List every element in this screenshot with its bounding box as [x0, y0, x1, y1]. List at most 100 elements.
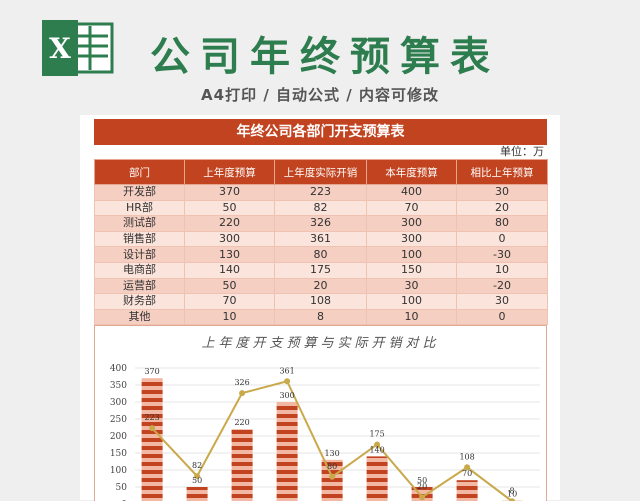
line-value-label: 82	[192, 461, 202, 470]
table-cell[interactable]: 223	[275, 185, 367, 201]
bar-value-label: 50	[192, 476, 202, 485]
bar-value-label: 370	[144, 367, 159, 376]
table-cell[interactable]: 10	[185, 309, 275, 325]
column-header[interactable]: 部门	[95, 160, 185, 185]
table-cell[interactable]: 设计部	[95, 247, 185, 263]
line-point	[419, 494, 425, 500]
table-cell[interactable]: 370	[185, 185, 275, 201]
table-cell[interactable]: 50	[185, 278, 275, 294]
line-value-label: 175	[369, 430, 384, 439]
table-cell[interactable]: 10	[367, 309, 457, 325]
y-tick-label: 150	[110, 449, 127, 459]
y-tick-label: 100	[110, 466, 127, 476]
bar-value-label: 140	[369, 445, 384, 454]
table-cell[interactable]: 财务部	[95, 294, 185, 310]
page-subtitle: A4打印 / 自动公式 / 内容可修改	[0, 84, 640, 105]
table-cell[interactable]: 150	[367, 262, 457, 278]
line-value-label: 361	[279, 366, 294, 375]
line-point	[329, 474, 335, 480]
table-cell[interactable]: 400	[367, 185, 457, 201]
unit-label: 单位：万	[94, 145, 547, 159]
line-value-label: 80	[327, 462, 337, 471]
table-cell[interactable]: 20	[457, 200, 548, 216]
bar-mark	[232, 429, 253, 501]
column-header[interactable]: 本年度预算	[367, 160, 457, 185]
table-cell[interactable]: 70	[367, 200, 457, 216]
table-cell[interactable]: 361	[275, 231, 367, 247]
y-tick-label: 250	[110, 415, 127, 425]
table-cell[interactable]: 300	[367, 216, 457, 232]
table-cell[interactable]: 108	[275, 294, 367, 310]
table-cell[interactable]: 运营部	[95, 278, 185, 294]
y-tick-label: 350	[110, 381, 127, 391]
table-cell[interactable]: 326	[275, 216, 367, 232]
table-header-row: 部门 上年度预算 上年度实际开销 本年度预算 相比上年预算	[95, 160, 548, 185]
table-cell[interactable]: 100	[367, 294, 457, 310]
table-cell[interactable]: 20	[275, 278, 367, 294]
table-cell[interactable]: 100	[367, 247, 457, 263]
table-cell[interactable]: 30	[457, 185, 548, 201]
column-header[interactable]: 相比上年预算	[457, 160, 548, 185]
table-cell[interactable]: 8	[275, 309, 367, 325]
bar-value-label: 70	[462, 469, 472, 478]
table-cell[interactable]: 其他	[95, 309, 185, 325]
bar-mark	[277, 402, 298, 501]
excel-icon: X	[38, 20, 116, 76]
table-cell[interactable]: 220	[185, 216, 275, 232]
table-cell[interactable]: -30	[457, 247, 548, 263]
table-cell[interactable]: HR部	[95, 200, 185, 216]
table-cell[interactable]: 300	[367, 231, 457, 247]
table-cell[interactable]: 70	[185, 294, 275, 310]
table-cell[interactable]: 30	[457, 294, 548, 310]
table-cell[interactable]: 175	[275, 262, 367, 278]
table-cell[interactable]: -20	[457, 278, 548, 294]
chart-panel: 上年度开支预算与实际开销对比 0501001502002503003504003…	[94, 325, 547, 501]
table-cell[interactable]: 0	[457, 309, 548, 325]
comparison-chart: 0501001502002503003504003705022030013014…	[95, 326, 546, 501]
table-cell[interactable]: 30	[367, 278, 457, 294]
table-cell[interactable]: 10	[457, 262, 548, 278]
y-tick-label: 50	[116, 483, 128, 493]
bar-value-label: 300	[279, 391, 294, 400]
table-cell[interactable]: 测试部	[95, 216, 185, 232]
table-cell[interactable]: 300	[185, 231, 275, 247]
table-cell[interactable]: 130	[185, 247, 275, 263]
table-cell[interactable]: 82	[275, 200, 367, 216]
table-cell[interactable]: 销售部	[95, 231, 185, 247]
table-title: 年终公司各部门开支预算表	[94, 119, 547, 145]
table-cell[interactable]: 电商部	[95, 262, 185, 278]
page-header: X 公司年终预算表 A4打印 / 自动公式 / 内容可修改	[0, 0, 640, 115]
line-value-label: 8	[510, 486, 515, 495]
page-title: 公司年终预算表	[150, 24, 500, 82]
budget-table-section: 年终公司各部门开支预算表 单位：万 部门 上年度预算 上年度实际开销 本年度预算…	[94, 119, 547, 325]
bar-mark	[367, 456, 388, 501]
y-tick-label: 200	[110, 432, 127, 442]
line-value-label: 223	[144, 413, 159, 422]
bar-mark	[142, 378, 163, 501]
table-cell[interactable]: 开发部	[95, 185, 185, 201]
bar-mark	[187, 487, 208, 501]
y-tick-label: 400	[110, 364, 127, 374]
line-point	[284, 378, 290, 384]
table-cell[interactable]: 80	[457, 216, 548, 232]
table-cell[interactable]: 140	[185, 262, 275, 278]
line-value-label: 108	[459, 452, 474, 461]
table-cell[interactable]: 0	[457, 231, 548, 247]
bar-value-label: 220	[234, 418, 249, 427]
table-cell[interactable]: 50	[185, 200, 275, 216]
table-cell[interactable]: 80	[275, 247, 367, 263]
column-header[interactable]: 上年度预算	[185, 160, 275, 185]
column-header[interactable]: 上年度实际开销	[275, 160, 367, 185]
spreadsheet-sheet: 年终公司各部门开支预算表 单位：万 部门 上年度预算 上年度实际开销 本年度预算…	[80, 115, 560, 500]
line-value-label: 20	[417, 482, 427, 491]
